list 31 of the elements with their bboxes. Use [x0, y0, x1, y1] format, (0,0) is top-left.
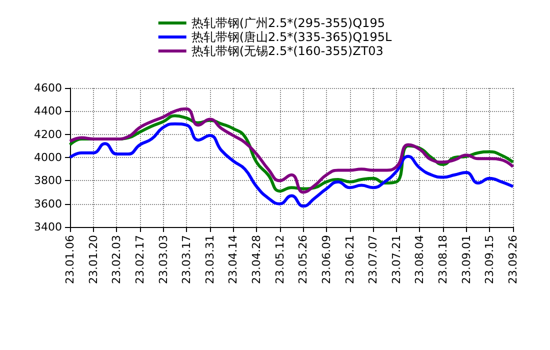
legend-label: 热轧带钢(无锡2.5*(160-355)ZT03: [191, 44, 384, 58]
y-tick-label: 4000: [34, 151, 62, 164]
x-tick-label: 23.03.31: [203, 235, 216, 284]
y-tick-label: 3600: [34, 197, 62, 210]
x-tick-label: 23.08.04: [413, 235, 426, 284]
y-tick-label: 4200: [34, 128, 62, 141]
x-tick-label: 23.06.21: [343, 235, 356, 284]
y-tick-label: 3800: [34, 174, 62, 188]
x-tick-label: 23.08.18: [436, 235, 450, 284]
y-tick-label: 4600: [34, 82, 62, 94]
line-series: [68, 122, 514, 208]
x-tick-label: 23.04.14: [226, 235, 240, 284]
x-tick-label: 23.04.28: [250, 235, 264, 284]
legend-label: 热轧带钢(广州2.5*(295-355)Q195: [191, 16, 385, 30]
x-tick-label: 23.03.03: [156, 235, 170, 284]
x-tick-label: 23.01.20: [86, 235, 100, 284]
x-tick-label: 23.03.17: [180, 235, 194, 284]
y-tick-label: 4400: [34, 104, 62, 118]
legend-label: 热轧带钢(唐山2.5*(335-365)Q195L: [191, 30, 392, 44]
x-tick-label: 23.05.26: [296, 235, 310, 284]
x-tick-label: 23.09.15: [483, 235, 496, 284]
x-tick-label: 23.06.09: [320, 235, 333, 284]
x-tick-label: 23.02.03: [110, 235, 124, 284]
x-tick-label: 23.05.12: [273, 235, 286, 284]
x-tick-label: 23.09.01: [460, 235, 473, 284]
x-tick-label: 23.07.21: [390, 235, 403, 284]
y-tick-label: 3400: [34, 220, 62, 234]
x-tick-label: 23.01.06: [64, 235, 76, 284]
x-tick-label: 23.02.17: [133, 235, 146, 284]
x-tick-label: 23.09.26: [506, 235, 520, 284]
x-tick-label: 23.07.07: [366, 235, 380, 284]
